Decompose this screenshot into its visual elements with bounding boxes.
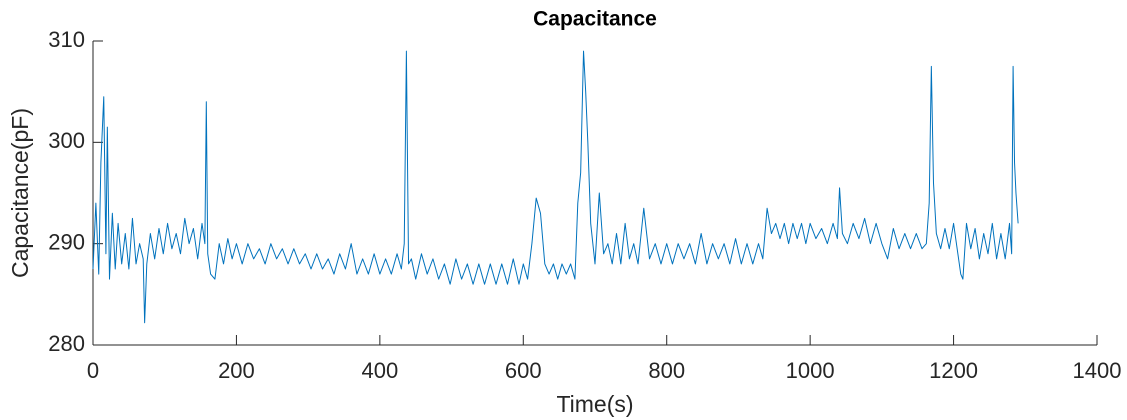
x-tick-label: 600: [505, 358, 542, 383]
x-tick-label: 0: [87, 358, 99, 383]
y-tick-label: 280: [48, 331, 85, 356]
y-tick-label: 290: [48, 229, 85, 254]
x-tick-label: 1200: [929, 358, 978, 383]
x-tick-label: 1000: [786, 358, 835, 383]
y-axis-label: Capacitance(pF): [7, 108, 33, 278]
x-tick-label: 200: [218, 358, 255, 383]
chart-title: Capacitance: [533, 8, 657, 31]
x-tick-label: 800: [648, 358, 685, 383]
y-tick-label: 310: [48, 27, 85, 52]
x-axis-label: Time(s): [556, 391, 633, 417]
x-tick-label: 400: [361, 358, 398, 383]
y-tick-label: 300: [48, 128, 85, 153]
data-line: [92, 50, 1019, 324]
x-tick-label: 1400: [1073, 358, 1122, 383]
